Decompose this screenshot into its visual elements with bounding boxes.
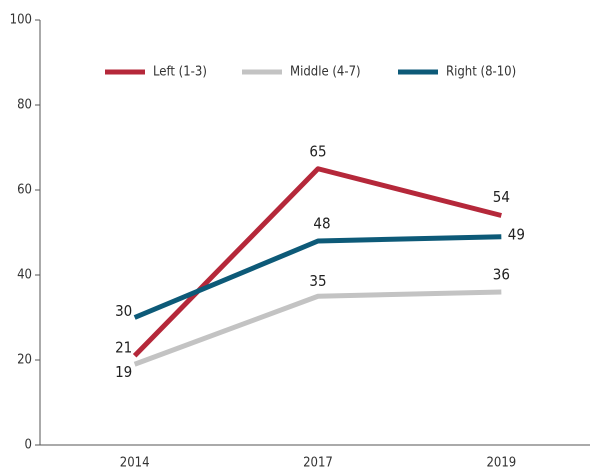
y-tick-label: 60 [17,183,32,198]
data-label: 36 [493,266,510,284]
x-tick-label: 2019 [486,456,516,471]
data-label: 65 [309,142,326,160]
y-tick-label: 80 [17,98,32,113]
legend-label: Right (8-10) [446,65,516,80]
data-label: 35 [309,272,326,290]
data-label: 54 [493,188,510,206]
legend-label: Left (1-3) [153,65,207,80]
y-tick-label: 100 [10,13,32,28]
series-line [133,234,502,320]
legend-label: Middle (4-7) [290,65,361,80]
x-tick-label: 2017 [303,456,333,471]
data-label: 30 [115,302,132,320]
x-tick-label: 2014 [120,456,150,471]
series-line [132,166,502,358]
series-line [133,289,502,367]
y-tick-label: 0 [25,438,32,453]
y-tick-label: 20 [17,353,32,368]
y-tick-label: 40 [17,268,32,283]
data-label: 49 [508,225,525,243]
data-label: 48 [313,215,330,233]
data-label: 21 [115,338,132,356]
data-label: 19 [115,363,132,381]
